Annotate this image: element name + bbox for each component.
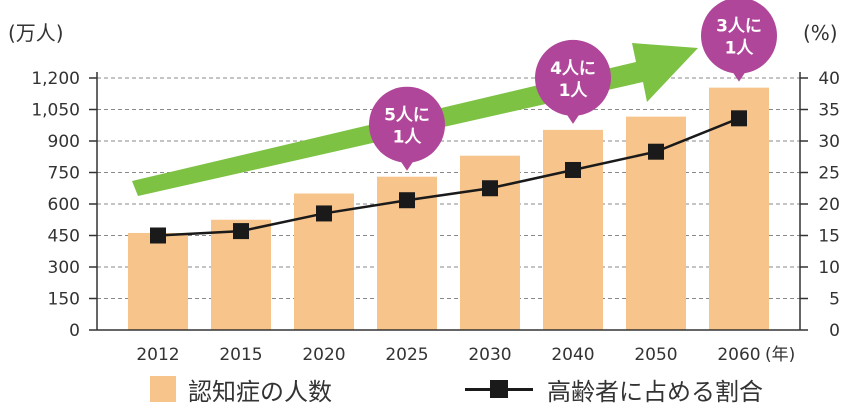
ratio-marker xyxy=(648,143,664,160)
left-tick-label: 0 xyxy=(69,321,80,341)
x-axis-suffix: (年) xyxy=(765,345,795,365)
legend-item-bars: 認知症の人数 xyxy=(150,372,332,406)
x-tick-label: 2012 xyxy=(136,345,179,365)
left-tick-label: 600 xyxy=(48,195,80,215)
bar xyxy=(128,232,188,330)
x-tick-label: 2020 xyxy=(302,345,345,365)
tick-labels: 01503004506007509001,0501,20005101520253… xyxy=(31,69,840,365)
bubble-line2: 1人 xyxy=(393,128,423,148)
ratio-line xyxy=(157,117,740,237)
line-series xyxy=(150,110,747,244)
ratio-marker xyxy=(150,227,166,244)
left-axis-unit: (万人) xyxy=(8,21,64,45)
left-tick-label: 750 xyxy=(48,164,80,184)
ratio-marker xyxy=(482,180,498,197)
x-tick-label: 2040 xyxy=(551,345,594,365)
right-tick-label: 0 xyxy=(829,321,840,341)
x-tick-label: 2025 xyxy=(385,345,428,365)
right-tick-label: 5 xyxy=(829,290,840,310)
legend-item-line: 高齢者に占める割合 xyxy=(465,372,763,406)
bubble-line1: 4人に xyxy=(550,59,596,79)
bubble-line1: 5人に xyxy=(384,106,430,126)
right-tick-label: 10 xyxy=(818,258,840,278)
ratio-marker xyxy=(731,110,747,127)
left-tick-label: 1,050 xyxy=(31,101,80,121)
right-tick-label: 15 xyxy=(818,227,840,247)
ratio-marker xyxy=(316,205,332,222)
legend-label-line: 高齢者に占める割合 xyxy=(547,377,763,406)
ratio-marker xyxy=(399,192,415,209)
legend-swatch-bar xyxy=(150,376,176,402)
bar xyxy=(543,129,603,330)
ratio-marker xyxy=(233,223,249,240)
right-tick-label: 35 xyxy=(818,101,840,121)
bubble-line2: 1人 xyxy=(725,39,755,59)
right-axis-unit: (%) xyxy=(803,21,838,45)
bubble-pointer xyxy=(565,111,581,124)
left-tick-label: 1,200 xyxy=(31,69,80,89)
ratio-marker xyxy=(565,161,581,178)
bubble-pointer xyxy=(731,69,747,82)
bubble-pointer xyxy=(399,158,415,171)
x-tick-label: 2050 xyxy=(634,345,677,365)
right-tick-label: 30 xyxy=(818,132,840,152)
axes xyxy=(89,72,808,331)
left-tick-label: 300 xyxy=(48,258,80,278)
bubble-circle xyxy=(369,86,445,163)
left-tick-label: 450 xyxy=(48,227,80,247)
x-tick-label: 2060 xyxy=(717,345,760,365)
right-tick-label: 25 xyxy=(818,164,840,184)
right-tick-label: 40 xyxy=(818,69,840,89)
x-tick-label: 2015 xyxy=(219,345,262,365)
legend-label-bars: 認知症の人数 xyxy=(188,377,332,406)
bubble-circle xyxy=(535,39,611,116)
bar xyxy=(709,87,769,330)
legend-swatch-line xyxy=(465,379,533,399)
bubble-circle xyxy=(701,0,777,74)
x-tick-label: 2030 xyxy=(468,345,511,365)
left-tick-label: 900 xyxy=(48,132,80,152)
bubble-line2: 1人 xyxy=(559,81,589,101)
right-tick-label: 20 xyxy=(818,195,840,215)
bubble-line1: 3人に xyxy=(716,17,762,37)
left-tick-label: 150 xyxy=(48,290,80,310)
